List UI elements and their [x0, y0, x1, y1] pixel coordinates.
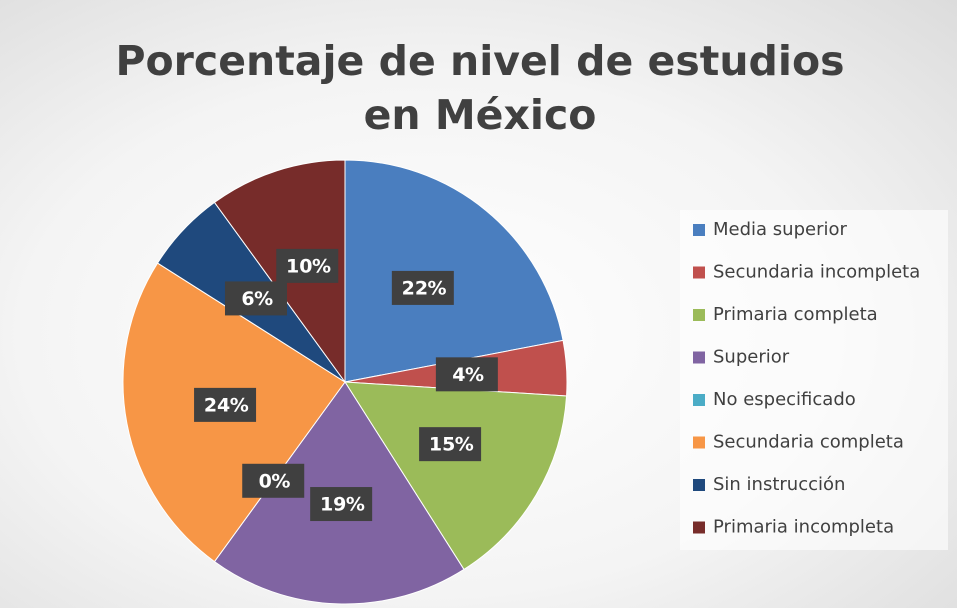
legend-swatch — [693, 521, 705, 534]
pie-slice — [344, 381, 568, 571]
data-label-box — [391, 270, 454, 305]
data-label: 19 — [320, 494, 346, 516]
data-label: 10 — [286, 255, 312, 277]
legend-box — [680, 210, 948, 550]
data-label: 15 — [429, 434, 455, 456]
legend-label: No especificado — [713, 389, 856, 410]
legend-label: Sin instrucción — [713, 474, 845, 495]
data-label-box — [224, 281, 287, 316]
data-label-unit: % — [465, 364, 484, 386]
data-label-box — [310, 487, 373, 522]
data-label-unit: % — [230, 394, 249, 416]
data-label: 0 — [259, 470, 272, 492]
data-label-unit: % — [271, 470, 290, 492]
legend-swatch — [693, 266, 705, 279]
data-label-unit: % — [428, 277, 447, 299]
legend-swatch — [693, 479, 705, 491]
data-label-box — [276, 248, 339, 283]
legend-label: Primaria incompleta — [713, 517, 894, 538]
data-label: 22 — [402, 277, 428, 299]
data-label-unit: % — [254, 288, 273, 310]
legend-label: Superior — [713, 347, 790, 368]
legend-label: Media superior — [713, 219, 847, 240]
data-label-unit: % — [312, 255, 331, 277]
data-label: 4 — [452, 364, 465, 386]
legend-swatch — [693, 309, 705, 321]
legend-swatch — [693, 224, 705, 236]
data-label-unit: % — [346, 494, 365, 516]
legend-label: Secundaria completa — [713, 432, 904, 453]
legend-label: Secundaria incompleta — [713, 262, 920, 283]
legend-swatch — [693, 394, 705, 406]
data-label-unit: % — [455, 434, 474, 456]
pie-slice — [344, 159, 564, 383]
data-label-box — [419, 427, 482, 462]
data-label: 24 — [204, 394, 230, 416]
legend-swatch — [693, 351, 705, 364]
data-label: 6 — [241, 288, 254, 310]
legend-swatch — [693, 436, 705, 449]
chart-title: Porcentaje de nivel de estudios en Méxic… — [115, 37, 845, 139]
legend-label: Primaria completa — [713, 304, 878, 325]
data-label-box — [242, 463, 305, 498]
data-label-box — [194, 387, 257, 422]
data-label-box — [435, 357, 498, 392]
